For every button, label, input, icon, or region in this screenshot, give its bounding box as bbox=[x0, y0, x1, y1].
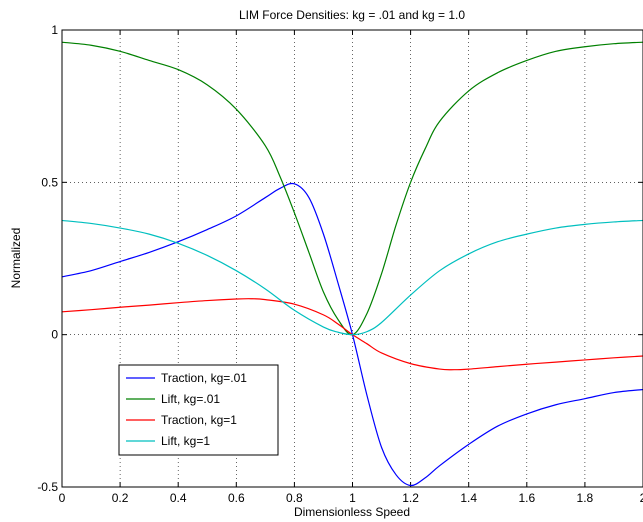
y-tick-label: 0.5 bbox=[41, 175, 58, 189]
x-tick-label: 0.6 bbox=[228, 491, 245, 505]
legend: Traction, kg=.01 Lift, kg=.01 Traction, … bbox=[118, 364, 279, 456]
series-layer bbox=[61, 41, 643, 487]
series-line-lift-kg1 bbox=[61, 219, 643, 336]
x-tick-label: 0 bbox=[59, 491, 66, 505]
y-tick-label: -0.5 bbox=[37, 480, 58, 494]
legend-label-lift-kg1: Lift, kg=1 bbox=[161, 434, 210, 448]
y-tick-label: 0 bbox=[51, 328, 58, 342]
x-tick-label: 0.4 bbox=[170, 491, 187, 505]
y-tick-labels: -0.5 0 0.5 1 bbox=[37, 23, 58, 494]
y-axis-label: Normalized bbox=[9, 228, 23, 289]
axes-frame bbox=[61, 29, 643, 488]
x-tick-label: 2 bbox=[640, 491, 643, 505]
legend-label-traction-kg1: Traction, kg=1 bbox=[161, 413, 237, 427]
legend-label-traction-kg001: Traction, kg=.01 bbox=[161, 371, 247, 385]
x-tick-label: 0.8 bbox=[286, 491, 303, 505]
x-tick-label: 1 bbox=[349, 491, 356, 505]
chart-title: LIM Force Densities: kg = .01 and kg = 1… bbox=[239, 8, 465, 22]
x-tick-label: 1.6 bbox=[518, 491, 535, 505]
x-tick-label: 1.4 bbox=[460, 491, 477, 505]
legend-label-lift-kg001: Lift, kg=.01 bbox=[161, 392, 220, 406]
y-tick-label: 1 bbox=[51, 23, 58, 37]
x-tick-label: 1.2 bbox=[402, 491, 419, 505]
x-tick-label: 0.2 bbox=[112, 491, 129, 505]
legend-box bbox=[118, 364, 279, 456]
grid bbox=[62, 30, 643, 487]
x-tick-labels: 0 0.2 0.4 0.6 0.8 1 1.2 1.4 1.6 1.8 2 bbox=[59, 491, 643, 505]
x-axis-label: Dimensionless Speed bbox=[294, 505, 410, 519]
x-tick-label: 1.8 bbox=[577, 491, 594, 505]
